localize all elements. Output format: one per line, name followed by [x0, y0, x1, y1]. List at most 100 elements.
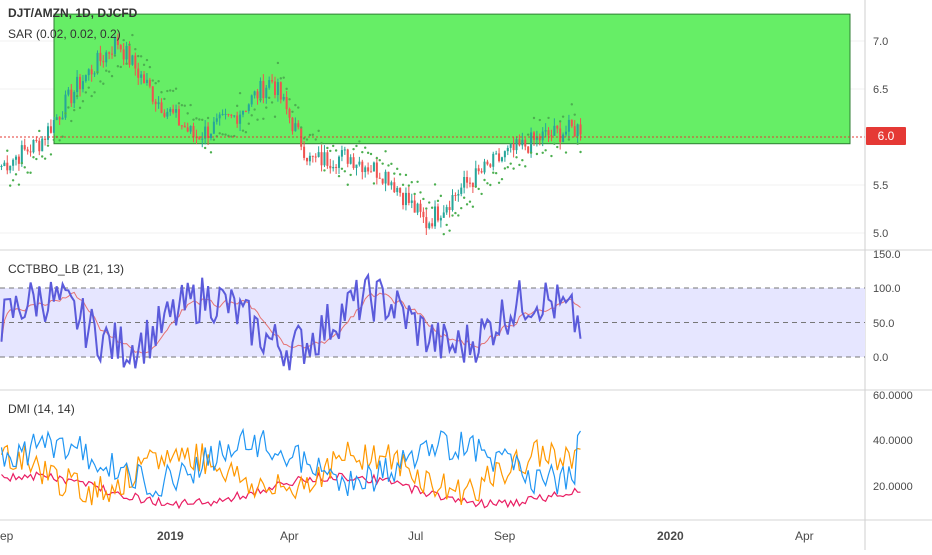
- sar-dot: [331, 144, 335, 148]
- candle-body: [355, 164, 358, 168]
- sar-dot: [291, 110, 294, 113]
- sar-dot: [526, 133, 530, 136]
- sar-dot: [163, 97, 166, 101]
- sar-dot: [372, 182, 376, 185]
- candle-body: [20, 145, 23, 164]
- candle-body: [538, 136, 541, 141]
- candle-body: [294, 123, 297, 132]
- candle-body: [0, 166, 3, 168]
- cct-main-line: [0, 272, 582, 371]
- candle-body: [81, 81, 84, 90]
- candle-body: [317, 152, 320, 157]
- sar-dot: [285, 87, 288, 91]
- sar-dot: [206, 116, 210, 120]
- candle-body: [326, 152, 329, 166]
- candle-body: [76, 76, 79, 93]
- sar-dot: [198, 118, 201, 121]
- sar-dot: [428, 201, 431, 204]
- candle-body: [279, 82, 282, 100]
- sar-dot: [241, 129, 245, 132]
- candle-body: [285, 96, 288, 110]
- sar-dot: [262, 117, 265, 120]
- candle-body: [224, 113, 227, 115]
- minus-di-line: [0, 438, 581, 506]
- dmi-axis[interactable]: 60.0000 40.0000 20.0000: [873, 390, 913, 493]
- sar-dot: [113, 54, 117, 57]
- candle-body: [515, 139, 518, 151]
- candle-body: [218, 114, 221, 119]
- candle-body: [52, 119, 55, 133]
- main-axis[interactable]: 7.0 6.5 5.5 5.0: [873, 36, 888, 240]
- candle-body: [177, 109, 180, 126]
- candle-body: [233, 115, 236, 117]
- dmi-legend[interactable]: DMI (14, 14): [8, 402, 75, 416]
- time-axis[interactable]: ep 2019 Apr Jul Sep 2020 Apr: [0, 529, 814, 543]
- sar-dot: [352, 147, 355, 151]
- candle-body: [407, 192, 410, 203]
- candle-body: [559, 128, 562, 142]
- candle-body: [55, 117, 58, 120]
- candle-body: [160, 102, 163, 113]
- sar-dot: [110, 74, 114, 78]
- sar-dot: [58, 139, 61, 142]
- sar-dot: [267, 96, 271, 100]
- candle-body: [116, 37, 119, 46]
- candle-body: [573, 126, 576, 137]
- sar-dot: [486, 182, 489, 185]
- sar-dot: [20, 161, 24, 165]
- axis-tick-label: 0.0: [873, 352, 888, 364]
- candle-body: [544, 130, 547, 132]
- sar-dot: [131, 33, 134, 37]
- price-badge-bg: [866, 127, 906, 145]
- sar-dot: [308, 133, 312, 137]
- sar-dot: [26, 171, 29, 174]
- candle-body: [532, 132, 536, 140]
- sar-dot: [145, 58, 149, 62]
- sar-dot: [99, 80, 102, 83]
- candle-body: [416, 203, 419, 213]
- plus-di-line: [0, 427, 582, 498]
- sar-dot: [506, 165, 509, 169]
- candle-body: [212, 121, 215, 134]
- sar-dot: [564, 151, 568, 154]
- sar-dot: [535, 152, 539, 156]
- sar-dot: [102, 82, 105, 85]
- sar-dot: [297, 106, 300, 109]
- highlight-zone[interactable]: [53, 13, 851, 145]
- candle-body: [125, 45, 128, 60]
- sar-dot: [212, 138, 216, 141]
- sar-dot: [462, 196, 466, 199]
- candle-body: [384, 171, 387, 184]
- candle-body: [256, 91, 259, 99]
- symbol-title[interactable]: DJT/AMZN, 1D, DJCFD: [8, 6, 138, 20]
- sar-dot: [442, 232, 445, 236]
- candle-body: [291, 117, 294, 132]
- candle-body: [172, 109, 175, 113]
- cct-legend[interactable]: CCTBBO_LB (21, 13): [8, 262, 125, 276]
- sar-dot: [67, 106, 70, 109]
- candle-body: [268, 80, 271, 88]
- time-label: 2019: [157, 529, 184, 543]
- sar-dot: [314, 138, 317, 141]
- candle-body: [460, 187, 463, 194]
- candle-body: [480, 171, 483, 173]
- candle-body: [402, 192, 405, 206]
- sar-dot: [529, 151, 533, 154]
- sar-legend[interactable]: SAR (0.02, 0.02, 0.2): [8, 27, 121, 41]
- sar-dot: [122, 38, 125, 42]
- sar-dot: [90, 94, 93, 98]
- candle-body: [166, 111, 169, 117]
- candle-body: [378, 177, 381, 179]
- candle-body: [567, 119, 570, 132]
- candle-body: [61, 117, 64, 120]
- candle-body: [512, 143, 515, 151]
- sar-dot: [81, 100, 85, 103]
- candle-body: [29, 151, 32, 153]
- sar-dot: [454, 211, 457, 215]
- cct-axis[interactable]: 150.0 100.0 50.0 0.0: [873, 249, 901, 364]
- candle-body: [445, 207, 448, 213]
- candle-body: [99, 52, 102, 62]
- candle-body: [58, 117, 61, 120]
- candle-body: [207, 126, 210, 139]
